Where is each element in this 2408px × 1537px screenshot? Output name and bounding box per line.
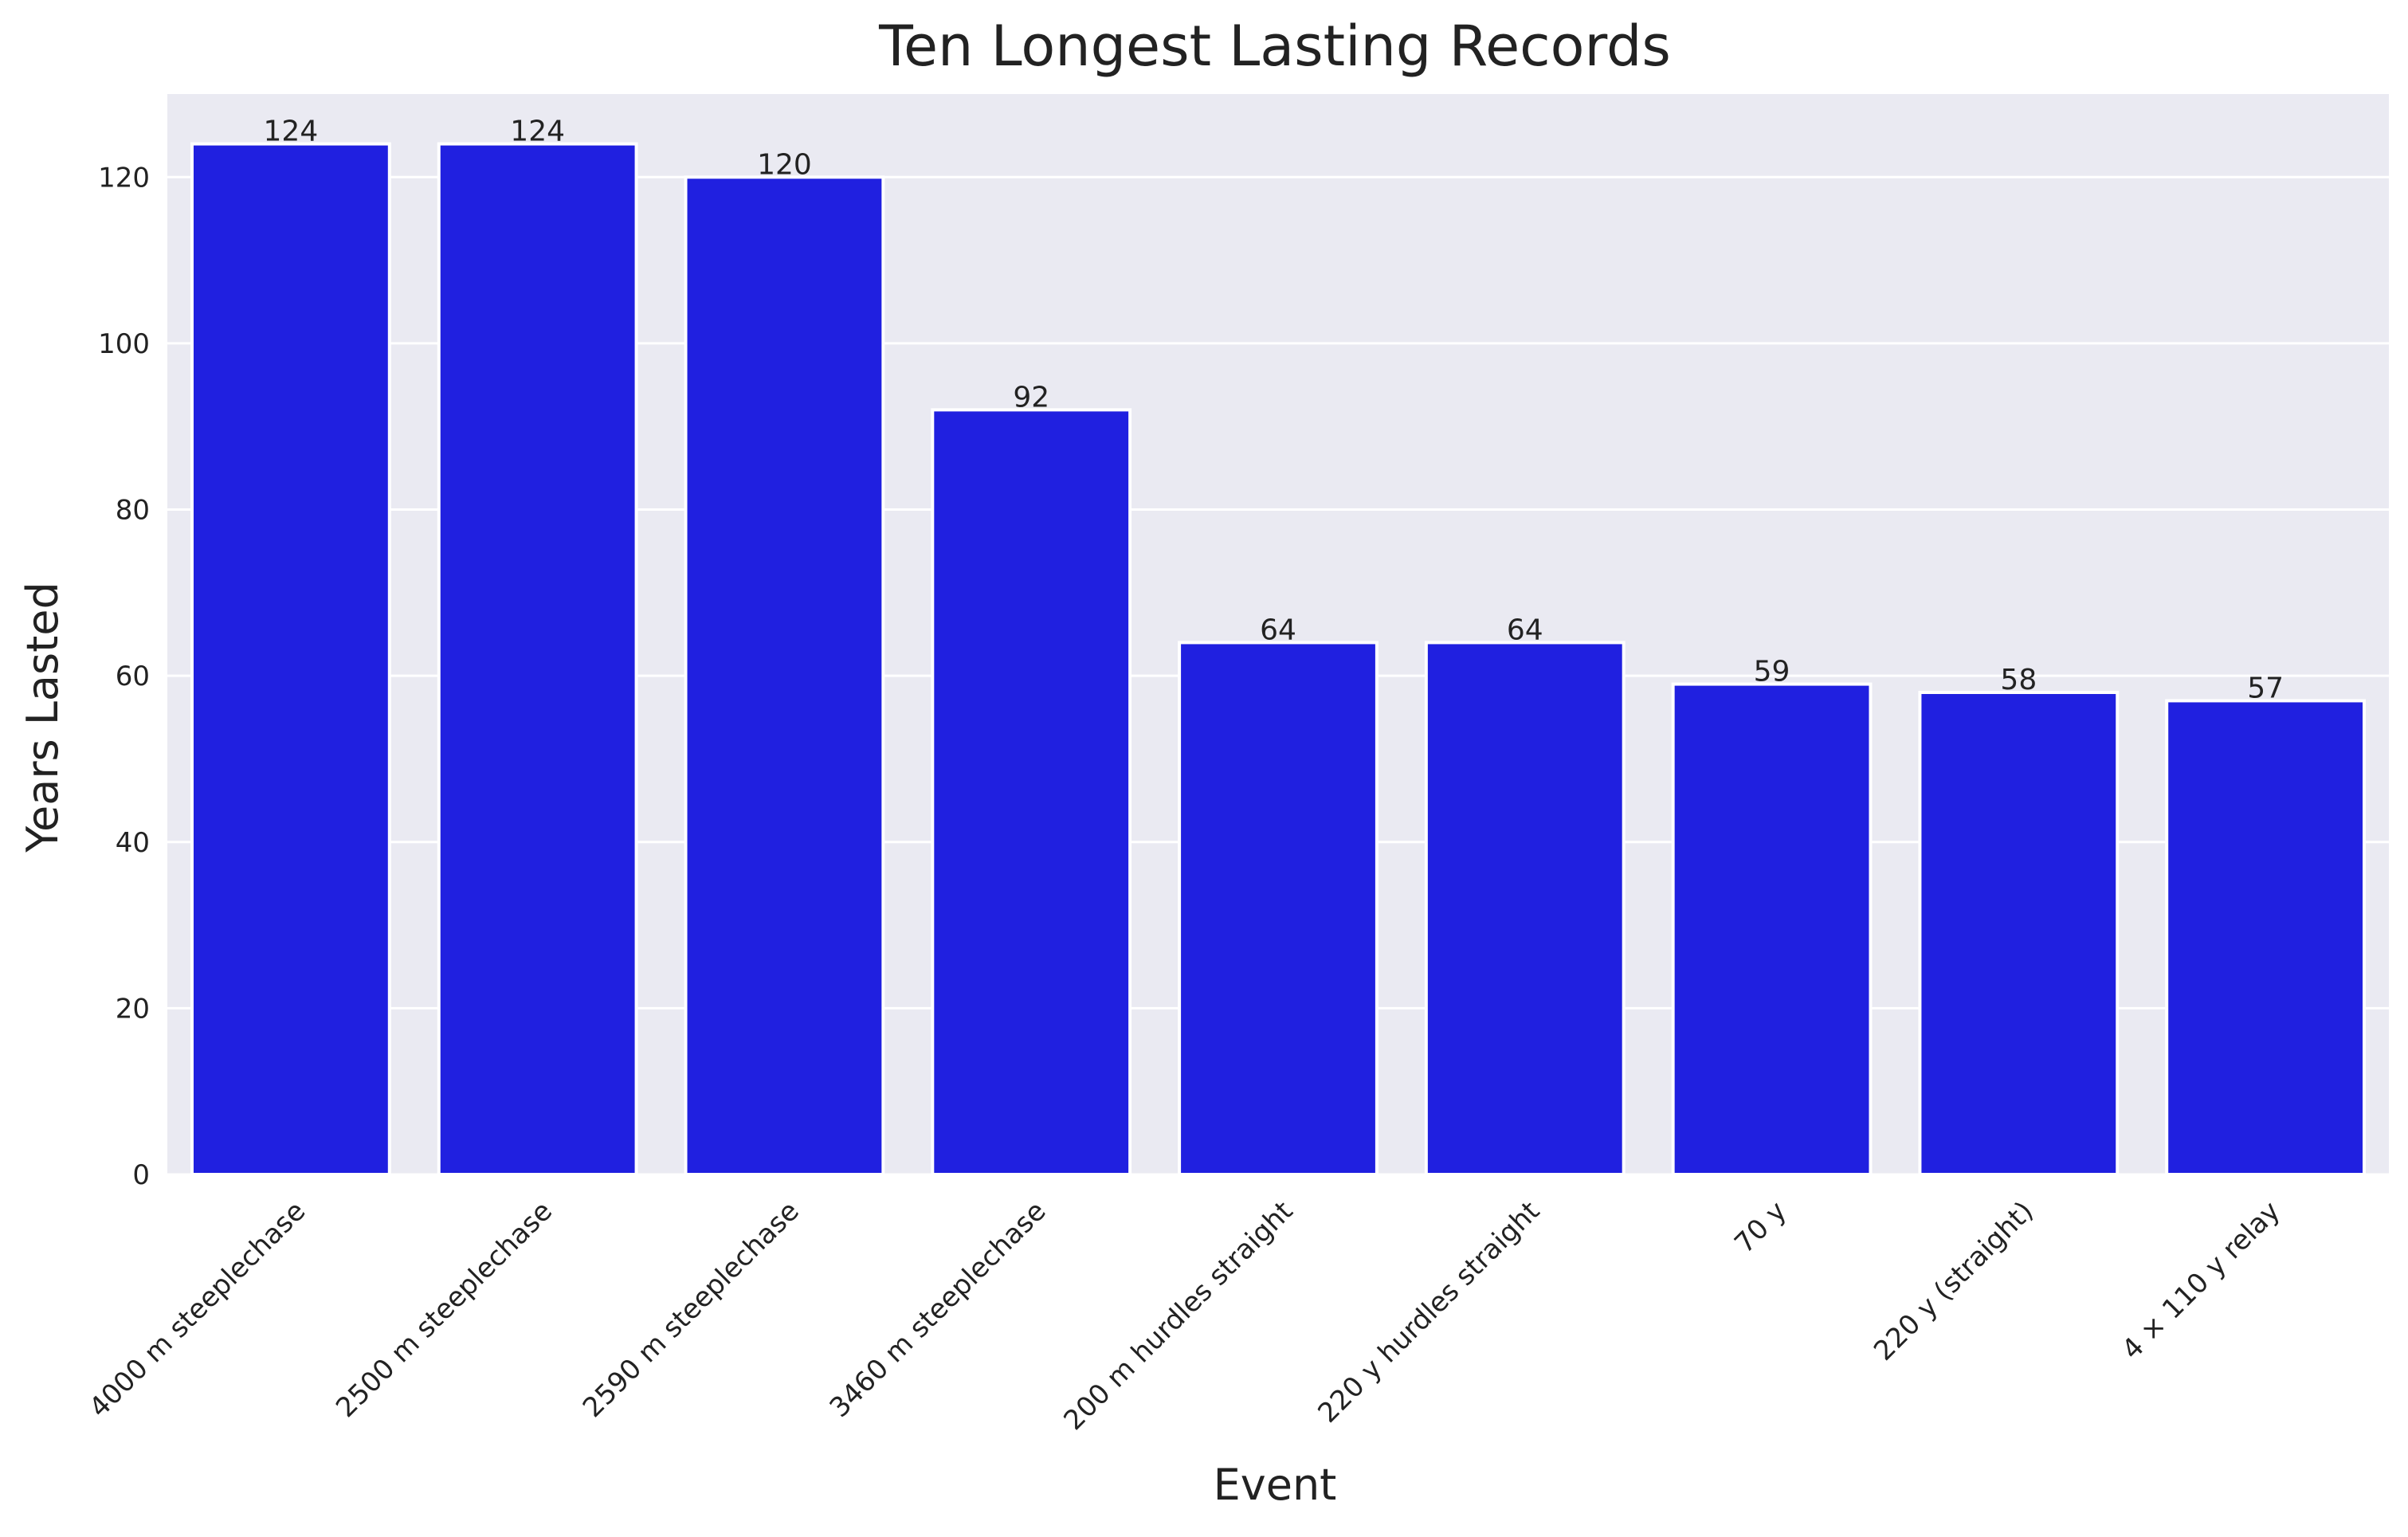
x-axis-label: Event	[1214, 1460, 1337, 1510]
bar	[931, 408, 1132, 1176]
bar	[1918, 691, 2120, 1176]
bar-value-label: 57	[2247, 672, 2284, 704]
bar-value-label: 124	[264, 116, 319, 148]
y-tick-label: 60	[116, 661, 150, 692]
bars	[190, 142, 2367, 1177]
bar-value-label: 120	[757, 148, 812, 181]
bar	[1178, 641, 1379, 1176]
bar	[1671, 682, 1873, 1176]
bar	[1424, 641, 1626, 1176]
y-tick-label: 100	[98, 328, 150, 360]
bar-value-label: 124	[510, 116, 565, 148]
bar-value-labels: 124 124 120 92 64 64 59 58 57	[264, 116, 2284, 705]
bar-value-label: 92	[1013, 381, 1049, 414]
y-tick-label: 0	[132, 1159, 150, 1191]
bar-value-label: 58	[2000, 664, 2037, 696]
bar	[684, 175, 885, 1176]
y-axis-ticks: 0 20 40 60 80 100 120	[98, 162, 150, 1191]
bar-value-label: 64	[1507, 614, 1543, 646]
bar	[2165, 699, 2367, 1176]
y-axis-label: Years Lasted	[18, 582, 68, 853]
bar	[190, 142, 391, 1177]
y-tick-label: 40	[116, 827, 150, 859]
bar-value-label: 59	[1754, 656, 1790, 688]
chart-title: Ten Longest Lasting Records	[878, 14, 1671, 79]
y-tick-label: 120	[98, 162, 150, 194]
y-tick-label: 80	[116, 495, 150, 527]
bar-value-label: 64	[1260, 614, 1296, 646]
bar	[437, 142, 638, 1177]
y-tick-label: 20	[116, 993, 150, 1025]
